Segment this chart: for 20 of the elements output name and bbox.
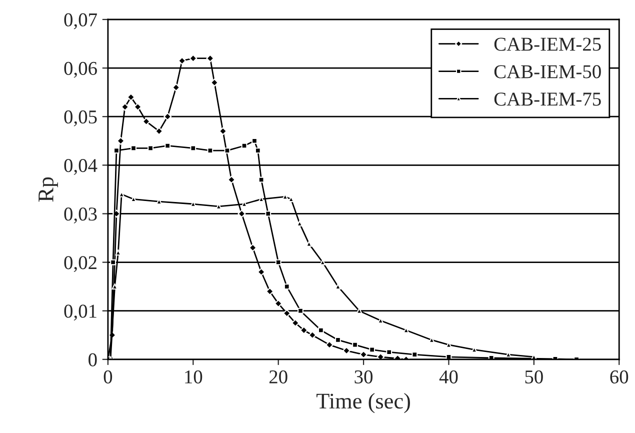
x-tick-label: 40 — [439, 370, 458, 384]
legend-label: CAB-IEM-25 — [494, 38, 601, 51]
legend-label: CAB-IEM-75 — [494, 92, 601, 106]
x-tick-label: 60 — [610, 370, 628, 384]
x-tick-label: 50 — [525, 370, 543, 384]
y-tick-label: 0,06 — [64, 62, 97, 78]
y-tick-label: 0,03 — [64, 208, 97, 224]
x-tick-label: 0 — [104, 370, 112, 384]
x-axis-title: Time (sec) — [316, 392, 410, 414]
y-tick-label: 0,01 — [64, 304, 96, 321]
x-tick-label: 10 — [185, 370, 202, 384]
y-tick-label: 0,02 — [64, 256, 96, 272]
x-tick-label: 30 — [354, 370, 373, 384]
y-axis-title: Rp — [38, 177, 58, 202]
y-tick-label: 0 — [88, 353, 97, 366]
y-tick-label: 0,07 — [64, 13, 97, 30]
y-tick-label: 0,05 — [64, 110, 97, 126]
x-tick-label: 20 — [269, 370, 288, 384]
legend-label: CAB-IEM-50 — [494, 65, 601, 78]
y-tick-label: 0,04 — [64, 158, 98, 175]
